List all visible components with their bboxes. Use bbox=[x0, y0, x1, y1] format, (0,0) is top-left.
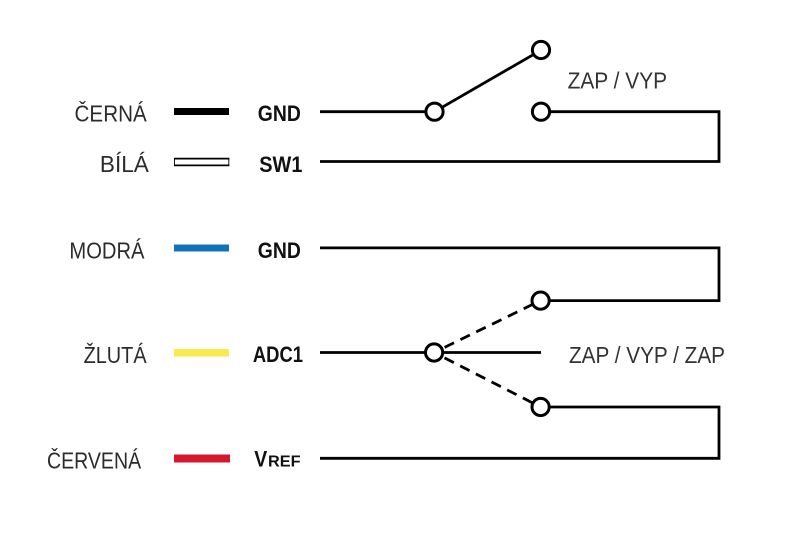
svg-text:ZAP / VYP / ZAP: ZAP / VYP / ZAP bbox=[569, 342, 725, 368]
svg-text:GND: GND bbox=[258, 238, 301, 263]
svg-text:SW1: SW1 bbox=[259, 152, 302, 177]
svg-text:ČERVENÁ: ČERVENÁ bbox=[47, 446, 142, 473]
svg-text:MODRÁ: MODRÁ bbox=[69, 237, 145, 263]
svg-text:BÍLÁ: BÍLÁ bbox=[100, 151, 150, 177]
svg-text:ČERNÁ: ČERNÁ bbox=[75, 99, 148, 126]
svg-text:ADC1: ADC1 bbox=[253, 342, 303, 367]
svg-text:GND: GND bbox=[258, 101, 301, 126]
svg-text:V: V bbox=[254, 447, 267, 472]
svg-text:ŽLUTÁ: ŽLUTÁ bbox=[84, 342, 148, 368]
svg-text:ZAP / VYP: ZAP / VYP bbox=[568, 67, 668, 93]
svg-text:REF: REF bbox=[268, 454, 301, 471]
